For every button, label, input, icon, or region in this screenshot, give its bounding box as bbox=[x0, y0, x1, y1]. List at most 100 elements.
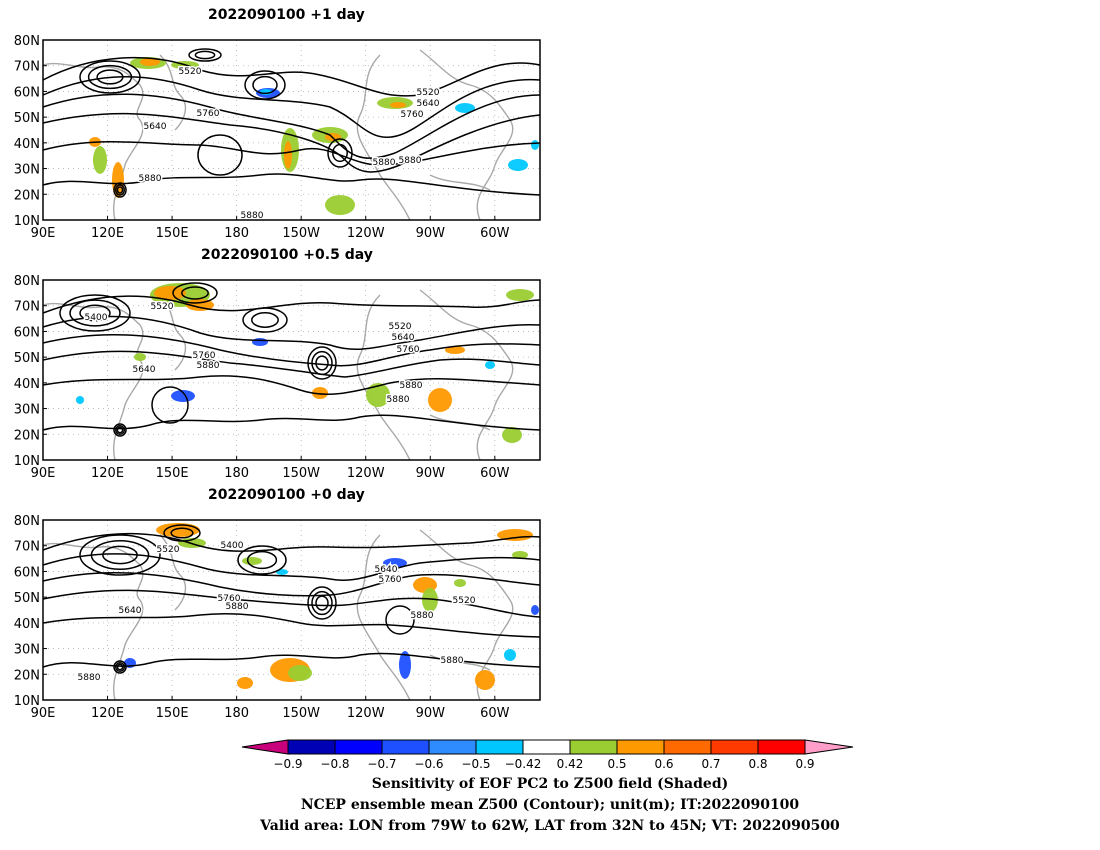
z500-contour bbox=[42, 315, 541, 351]
contour-label: 5400 bbox=[221, 541, 244, 551]
z500-closed-contour bbox=[102, 545, 138, 565]
contour-label: 5760 bbox=[218, 594, 241, 604]
plot-frame bbox=[42, 519, 541, 701]
contour-label: 5880 bbox=[78, 673, 101, 683]
colorbar-tick-label: −0.9 bbox=[273, 757, 302, 771]
sensitivity-shading bbox=[455, 103, 475, 113]
footer-line-contour: NCEP ensemble mean Z500 (Contour); unit(… bbox=[300, 797, 800, 813]
contour-label: 5760 bbox=[193, 351, 216, 361]
z500-contour bbox=[42, 589, 541, 618]
sensitivity-shading bbox=[445, 346, 465, 354]
sensitivity-shading bbox=[383, 558, 407, 568]
lon-label: 150E bbox=[156, 706, 189, 721]
lon-label: 180 bbox=[224, 226, 249, 241]
contour-label: 5880 bbox=[139, 174, 162, 184]
sensitivity-shading bbox=[454, 579, 466, 587]
contour-label: 5880 bbox=[226, 602, 249, 612]
sensitivity-shading bbox=[422, 588, 438, 612]
contour-label: 5880 bbox=[399, 156, 422, 166]
z500-closed-contour bbox=[87, 64, 133, 90]
coastline bbox=[419, 289, 514, 461]
z500-closed-contour bbox=[59, 294, 131, 332]
z500-contour bbox=[42, 76, 541, 138]
footer-line-valid-area: Valid area: LON from 79W to 62W, LAT fro… bbox=[260, 818, 840, 834]
contour-label: 5880 bbox=[400, 381, 423, 391]
sensitivity-shading bbox=[485, 361, 495, 369]
sensitivity-shading bbox=[325, 195, 355, 215]
z500-contour bbox=[42, 93, 541, 159]
colorbar-bin bbox=[381, 739, 430, 755]
sensitivity-shading bbox=[428, 388, 452, 412]
lat-label: 10N bbox=[14, 214, 40, 229]
lon-label: 90E bbox=[31, 706, 56, 721]
colorbar-bin bbox=[428, 739, 477, 755]
z500-contour bbox=[42, 375, 541, 395]
lon-label: 90E bbox=[31, 466, 56, 481]
contour-label: 5520 bbox=[417, 88, 440, 98]
z500-contour bbox=[42, 652, 541, 668]
lon-label: 60W bbox=[480, 226, 510, 241]
lat-label: 60N bbox=[14, 325, 40, 340]
coastline bbox=[429, 174, 491, 191]
sensitivity-shading bbox=[531, 605, 539, 615]
sensitivity-shading bbox=[497, 529, 533, 541]
lon-label: 120E bbox=[91, 466, 124, 481]
plot-frame bbox=[42, 39, 541, 221]
contour-label: 5760 bbox=[379, 575, 402, 585]
z500-contour bbox=[42, 334, 541, 367]
z500-closed-contour bbox=[96, 69, 124, 85]
sensitivity-shading bbox=[508, 159, 528, 171]
z500-closed-contour bbox=[246, 550, 278, 570]
z500-contour bbox=[42, 56, 541, 97]
lat-label: 60N bbox=[14, 85, 40, 100]
lat-label: 40N bbox=[14, 137, 40, 152]
z500-closed-contour bbox=[385, 605, 415, 635]
contour-label: 5760 bbox=[397, 345, 420, 355]
coastline bbox=[159, 54, 187, 131]
z500-closed-contour bbox=[315, 595, 329, 611]
contour-label: 5520 bbox=[151, 302, 174, 312]
contour-label: 5400 bbox=[85, 313, 108, 323]
colorbar-tick-label: 0.6 bbox=[654, 757, 673, 771]
z500-contour bbox=[42, 532, 541, 552]
colorbar-tick-label: 0.5 bbox=[607, 757, 626, 771]
lon-label: 150W bbox=[282, 226, 320, 241]
colorbar-tick-label: −0.5 bbox=[461, 757, 490, 771]
colorbar-tick-label: 0.8 bbox=[748, 757, 767, 771]
sensitivity-shading bbox=[512, 551, 528, 559]
z500-closed-contour bbox=[311, 590, 333, 616]
z500-closed-contour bbox=[113, 182, 127, 198]
lat-label: 30N bbox=[14, 403, 40, 418]
sensitivity-shading bbox=[242, 557, 262, 565]
z500-contour bbox=[42, 612, 541, 638]
colorbar-max-arrow bbox=[804, 739, 854, 755]
lon-label: 120W bbox=[347, 706, 385, 721]
colorbar-bin bbox=[757, 739, 806, 755]
lat-label: 20N bbox=[14, 428, 40, 443]
sensitivity-shading bbox=[284, 141, 292, 169]
lon-label: 90E bbox=[31, 226, 56, 241]
lat-label: 50N bbox=[14, 351, 40, 366]
lat-label: 20N bbox=[14, 668, 40, 683]
contour-label: 5880 bbox=[373, 158, 396, 168]
lat-label: 80N bbox=[14, 274, 40, 289]
colorbar-tick-label: −0.42 bbox=[505, 757, 542, 771]
contour-label: 5520 bbox=[389, 322, 412, 332]
colorbar-bin bbox=[287, 739, 336, 755]
z500-closed-contour bbox=[244, 70, 286, 100]
colorbar-bin bbox=[334, 739, 383, 755]
colorbar-bin bbox=[616, 739, 665, 755]
contour-label: 5880 bbox=[441, 656, 464, 666]
sensitivity-shading bbox=[475, 670, 495, 690]
lon-label: 120W bbox=[347, 226, 385, 241]
lon-label: 60W bbox=[480, 466, 510, 481]
z500-closed-contour bbox=[151, 386, 189, 424]
sensitivity-shading bbox=[252, 338, 268, 346]
panel-title-2: 2022090100 +0.5 day bbox=[201, 247, 373, 263]
z500-closed-contour bbox=[79, 304, 111, 322]
lat-label: 60N bbox=[14, 565, 40, 580]
lon-label: 180 bbox=[224, 706, 249, 721]
z500-closed-contour bbox=[181, 286, 209, 300]
colorbar-bin bbox=[710, 739, 759, 755]
sensitivity-shading bbox=[134, 353, 146, 361]
